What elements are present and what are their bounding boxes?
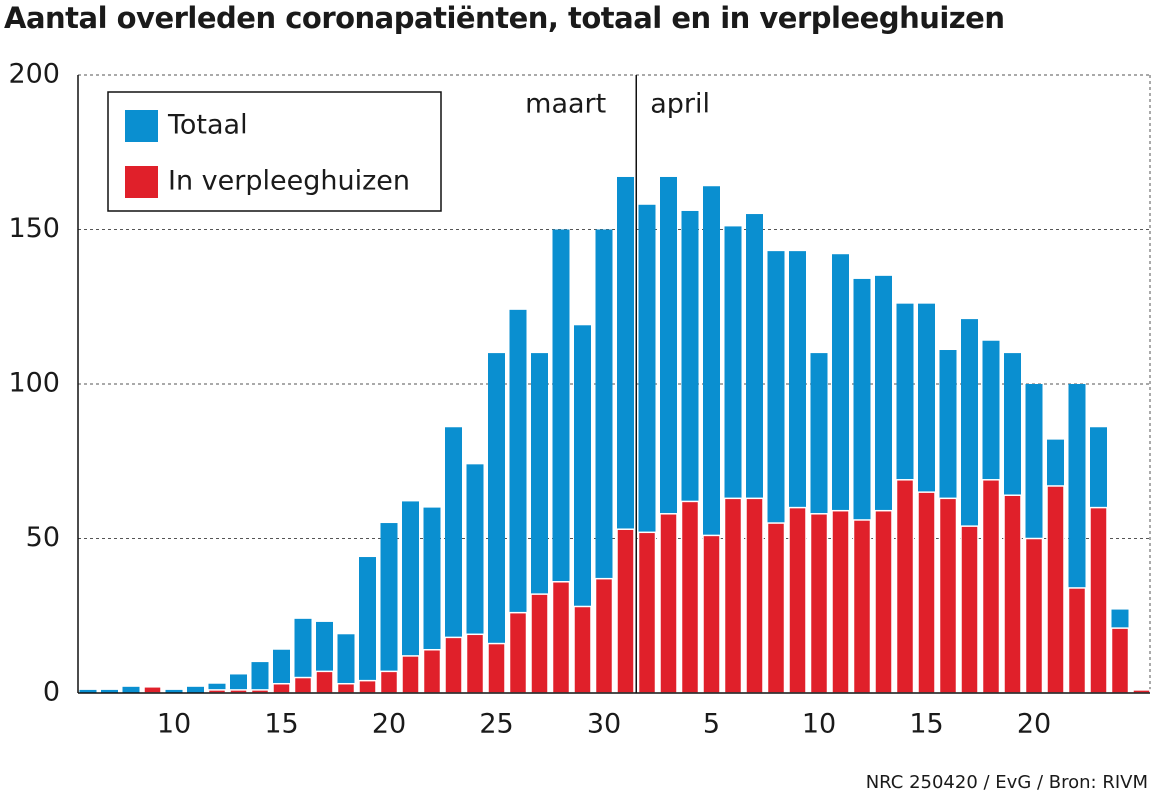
bar (895, 479, 915, 694)
bar (573, 605, 592, 694)
bar (487, 642, 506, 694)
bar (294, 618, 312, 693)
bar (488, 353, 505, 693)
y-tick-label: 100 (8, 368, 60, 399)
x-tick-label: 20 (372, 709, 406, 740)
bar (79, 689, 97, 693)
bar (745, 497, 764, 694)
bar (766, 522, 786, 694)
chart-title: Aantal overleden coronapatiënten, totaal… (4, 1, 1005, 35)
bar (938, 497, 958, 694)
bar (143, 686, 162, 694)
y-tick-label: 200 (8, 59, 60, 90)
y-tick-label: 0 (43, 677, 60, 708)
bar (509, 309, 527, 693)
x-tick-label: 10 (802, 709, 836, 740)
bar (445, 427, 462, 693)
month-label: maart (525, 89, 606, 120)
bar (809, 513, 829, 694)
bar (874, 509, 893, 694)
bar (402, 501, 419, 693)
bar (187, 686, 204, 693)
bar (530, 593, 549, 694)
y-tick-label: 50 (26, 522, 60, 553)
x-tick-label: 15 (264, 709, 298, 740)
bar (960, 525, 979, 694)
bar (594, 577, 614, 694)
legend-label: Totaal (167, 110, 248, 141)
bar (680, 500, 700, 694)
bar (1067, 587, 1087, 694)
bar (508, 611, 528, 694)
bar (359, 557, 376, 693)
bar (552, 229, 570, 693)
bar (422, 648, 442, 694)
bar (702, 534, 721, 694)
bar (659, 513, 678, 694)
bar (272, 682, 291, 694)
bar (230, 674, 247, 693)
bar (1003, 494, 1022, 694)
x-tick-label: 30 (587, 709, 621, 740)
bar (788, 506, 807, 694)
x-tick-label: 15 (909, 709, 943, 740)
bar (315, 670, 334, 694)
x-tick-label: 5 (703, 709, 720, 740)
bar (444, 636, 463, 694)
bar (551, 581, 571, 694)
x-tick-label: 10 (157, 709, 191, 740)
bar (465, 633, 485, 694)
bar (337, 634, 355, 693)
source: NRC 250420 / EvG / Bron: RIVM (866, 772, 1148, 793)
bar (723, 497, 743, 694)
bar (380, 523, 398, 693)
legend-swatch (125, 110, 158, 142)
bar (336, 682, 356, 694)
x-tick-label: 20 (1017, 709, 1051, 740)
bar (637, 531, 657, 694)
bar (208, 683, 226, 693)
bar (574, 325, 591, 693)
bar (251, 662, 269, 693)
bar (293, 676, 313, 694)
bar (423, 507, 441, 693)
bar (595, 229, 613, 693)
legend-label: In verpleeghuizen (168, 166, 410, 197)
legend-swatch (125, 166, 158, 198)
bar (852, 519, 872, 694)
bar (1024, 537, 1044, 694)
bar (917, 491, 936, 694)
bar (101, 689, 118, 693)
bar (358, 679, 377, 694)
legend-box (107, 91, 442, 212)
month-label: april (650, 89, 710, 120)
bar (981, 479, 1001, 694)
bar (401, 655, 420, 694)
y-tick-label: 150 (8, 213, 60, 244)
bar (1110, 627, 1130, 694)
bar (165, 689, 183, 693)
bar (1089, 506, 1108, 694)
bar (273, 649, 290, 693)
bar (831, 509, 850, 694)
bar (379, 670, 399, 694)
bar (122, 686, 140, 693)
bar (1046, 485, 1065, 694)
bar (616, 528, 635, 694)
x-tick-label: 25 (479, 709, 513, 740)
